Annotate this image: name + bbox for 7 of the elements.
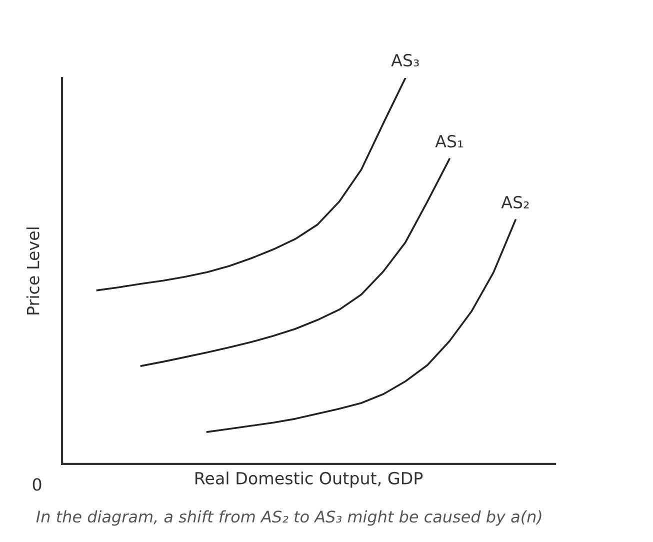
series-label: AS₁	[435, 134, 463, 148]
x-axis-title: Real Domestic Output, GDP	[196, 472, 423, 488]
y-axis-title: Price Level	[26, 228, 40, 314]
text: 0	[32, 478, 42, 491]
series-label: AS₂	[501, 196, 529, 208]
text: In the diagram, a shift from AS₂ to AS₃ might be caused by a(n)	[36, 510, 542, 526]
series-label: AS₃	[391, 54, 419, 66]
